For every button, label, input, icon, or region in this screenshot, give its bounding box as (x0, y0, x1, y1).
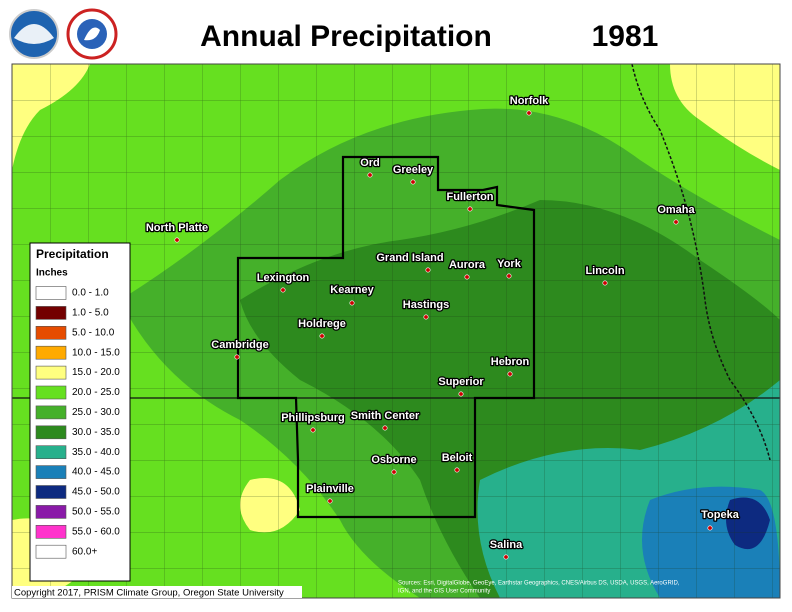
city-dot (506, 273, 512, 279)
city-dot (174, 237, 180, 243)
city-label: Holdrege (298, 318, 346, 330)
city-dot (280, 287, 286, 293)
map: Norfolk Ord Greeley Fullerton Omaha North Pla… (12, 64, 780, 598)
city-dot (349, 300, 355, 306)
legend-swatch (35, 544, 67, 559)
city-label: Hastings (403, 299, 449, 311)
map-frame (11, 63, 781, 599)
city-label: Osborne (371, 454, 416, 466)
city-dot (454, 467, 460, 473)
sources: IGN, and the GIS User Community (398, 589, 490, 595)
city-label: Grand Island (376, 252, 443, 264)
city-label: Norfolk (510, 95, 549, 107)
city-label: Omaha (657, 204, 695, 216)
city-dot (673, 219, 679, 225)
city-label: Phillipsburg (281, 412, 345, 424)
map-year: 1981 (592, 20, 659, 53)
legend-label: 0.0 - 1.0 (72, 288, 109, 299)
legend-swatch (35, 325, 67, 340)
logos (9, 8, 118, 60)
city-label: Lexington (257, 272, 310, 284)
city-dot (425, 267, 431, 273)
legend-swatch (35, 445, 67, 460)
city-dot (319, 333, 325, 339)
legend-label: 35.0 - 40.0 (72, 447, 120, 458)
region-outline (236, 155, 536, 519)
legend-label: 40.0 - 45.0 (72, 467, 120, 478)
legend-units: Inches (36, 268, 68, 279)
legend-label: 10.0 - 15.0 (72, 347, 120, 358)
legend-label: 60.0+ (72, 546, 97, 557)
city-label: Lincoln (585, 265, 624, 277)
city-dot (507, 371, 513, 377)
legend-label: 30.0 - 35.0 (72, 427, 120, 438)
city-dot (464, 274, 470, 280)
city-dot (503, 554, 509, 560)
city-label: York (497, 258, 522, 270)
city-dot (458, 391, 464, 397)
city-label: Plainville (306, 483, 354, 495)
city-label: Greeley (393, 164, 434, 176)
city-label: Aurora (449, 259, 486, 271)
legend-swatch (35, 385, 67, 400)
city-dot (602, 280, 608, 286)
river (631, 64, 771, 461)
legend-label: 50.0 - 55.0 (72, 507, 120, 518)
city-dot (367, 172, 373, 178)
legend-label: 15.0 - 20.0 (72, 367, 120, 378)
city-dot (234, 354, 240, 360)
city-dot (526, 110, 532, 116)
city-label: Topeka (701, 509, 740, 521)
city-dot (382, 425, 388, 431)
legend-label: 45.0 - 50.0 (72, 487, 120, 498)
map-title: Annual Precipitation (200, 20, 492, 53)
legend-swatch (35, 306, 67, 320)
city-label: Fullerton (446, 191, 493, 203)
legend-swatch (35, 425, 67, 440)
legend-swatch (35, 365, 67, 380)
city-dot (327, 498, 333, 504)
city-label: Cambridge (211, 339, 268, 351)
city-label: Hebron (491, 356, 530, 368)
city-label: Kearney (330, 284, 374, 296)
legend-title: Precipitation (36, 247, 109, 261)
city-dot (410, 179, 416, 185)
legend-swatch (35, 345, 67, 360)
city-label: Smith Center (351, 410, 420, 422)
legend-label: 1.0 - 5.0 (72, 308, 109, 319)
city-dot (423, 314, 429, 320)
legend-swatch (35, 524, 67, 539)
city-dot (310, 427, 316, 433)
legend-label: 5.0 - 10.0 (72, 327, 115, 338)
copyright-bg (12, 586, 302, 598)
legend-swatch (35, 465, 67, 479)
city-label: Beloit (442, 452, 473, 464)
cities: Norfolk Ord Greeley Fullerton Omaha North Pla… (145, 94, 741, 560)
legend-swatch (35, 505, 67, 519)
city-label: North Platte (146, 222, 208, 234)
copyright: Copyright 2017, PRISM Climate Group, Ore… (14, 588, 284, 599)
city-label: Salina (490, 539, 523, 551)
legend-swatch (35, 485, 67, 499)
legend-label: 20.0 - 25.0 (72, 387, 120, 398)
legend-label: 55.0 - 60.0 (72, 526, 120, 537)
city-label: Ord (360, 157, 380, 169)
city-dot (467, 206, 473, 212)
legend: Precipitation Inches 0.0 - 1.0 1.0 - 5.0 5… (29, 242, 131, 582)
legend-label: 25.0 - 30.0 (72, 407, 120, 418)
legend-swatch (35, 405, 67, 420)
city-dot (707, 525, 713, 531)
sources: Sources: Esri, DigitalGlobe, GeoEye, Ear… (398, 581, 680, 587)
city-dot (391, 469, 397, 475)
city-label: Superior (438, 376, 484, 388)
legend-swatch (35, 286, 67, 300)
